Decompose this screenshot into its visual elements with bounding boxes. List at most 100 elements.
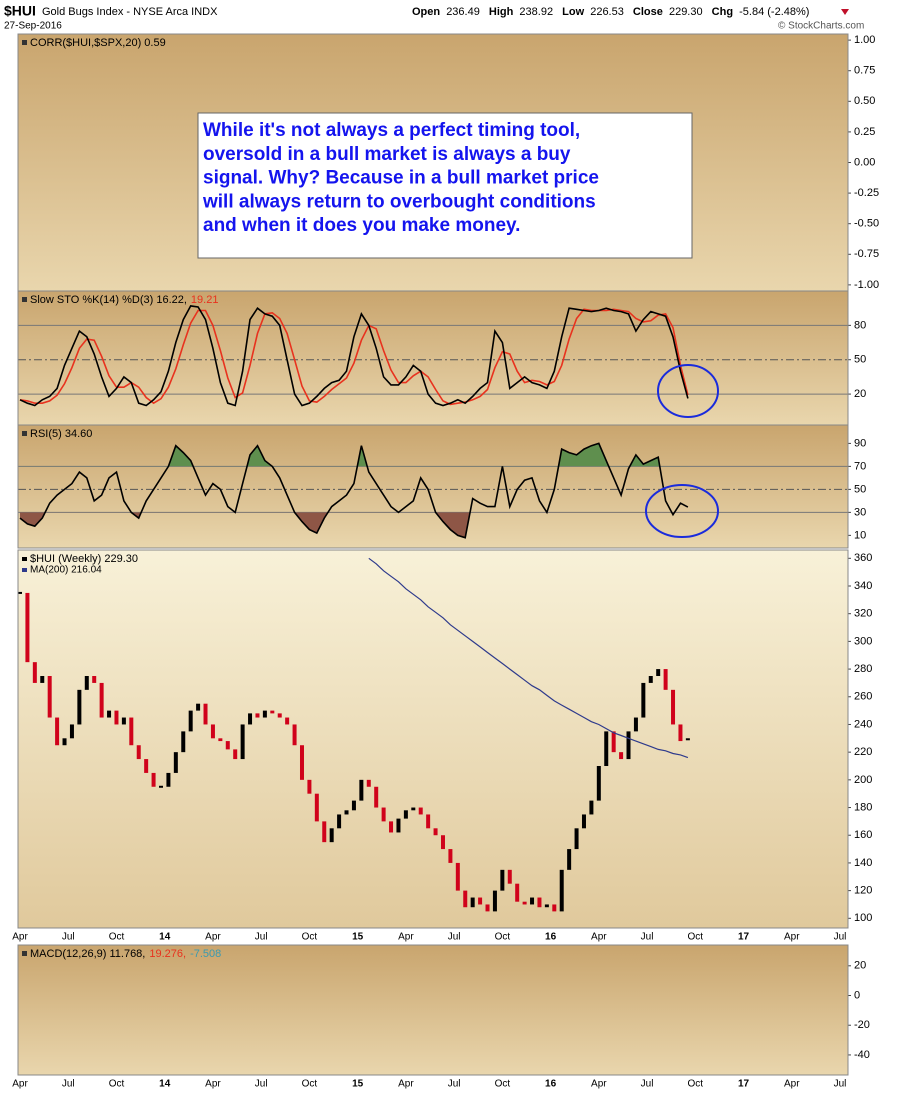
price-bar xyxy=(389,821,394,833)
legend-text: CORR($HUI,$SPX,20) 0.59 xyxy=(30,37,166,49)
x-tick-label: 17 xyxy=(738,932,750,943)
legend-marker xyxy=(22,40,27,45)
price-bar xyxy=(448,849,453,863)
annotation-line: signal. Why? Because in a bull market pr… xyxy=(203,168,599,189)
y-tick-label: 10 xyxy=(854,529,866,541)
quote-label: Low xyxy=(562,6,584,18)
legend-marker xyxy=(22,297,27,302)
price-bar xyxy=(366,779,371,787)
y-tick-label: 0 xyxy=(854,989,860,1001)
price-bar xyxy=(500,869,505,891)
price-bar xyxy=(225,741,230,750)
moving-average xyxy=(368,557,689,759)
x-tick-label: Apr xyxy=(398,932,414,943)
quote-value: 238.92 xyxy=(519,6,553,18)
price-bar xyxy=(92,676,97,683)
down-arrow xyxy=(841,9,849,15)
y-tick-label: 320 xyxy=(854,608,872,620)
panel-background xyxy=(18,425,848,548)
price-bar xyxy=(418,807,423,815)
x-tick-label: Apr xyxy=(784,932,800,943)
price-bar xyxy=(455,862,460,891)
y-tick-label: 70 xyxy=(854,460,866,472)
price-bar xyxy=(62,738,67,746)
price-bar xyxy=(381,807,386,822)
panel-background xyxy=(18,291,848,425)
price-bar xyxy=(84,676,89,690)
price-bar xyxy=(188,710,193,732)
price-bar xyxy=(233,749,238,760)
x-tick-label: Apr xyxy=(12,932,28,943)
price-bar xyxy=(604,731,609,766)
date: 27-Sep-2016 xyxy=(4,21,62,32)
x-tick-label: Apr xyxy=(205,1079,221,1090)
price-bar xyxy=(396,818,401,833)
x-tick-label: Jul xyxy=(255,1079,268,1090)
panel-border xyxy=(17,424,849,549)
y-tick-label: 300 xyxy=(854,635,872,647)
price-bar xyxy=(648,676,653,683)
legend-text: RSI(5) 34.60 xyxy=(30,428,92,440)
legend-text: 19.21 xyxy=(191,294,219,306)
annotation-box xyxy=(197,112,693,259)
price-bar xyxy=(270,710,275,714)
legend-marker xyxy=(22,568,27,572)
price-bar xyxy=(567,849,572,870)
price-bar xyxy=(574,828,579,850)
x-tick-label: 16 xyxy=(545,1079,557,1090)
quote-label: Chg xyxy=(712,6,733,18)
price-bar xyxy=(619,752,624,760)
price-bar xyxy=(181,731,186,753)
annotation-line: oversold in a bull market is always a bu… xyxy=(203,144,571,165)
y-tick-label: -20 xyxy=(854,1019,870,1031)
y-tick-label: 180 xyxy=(854,801,872,813)
x-tick-label: Apr xyxy=(591,1079,607,1090)
price-bar xyxy=(107,710,112,718)
y-tick-label: 360 xyxy=(854,552,872,564)
y-tick-label: 0.00 xyxy=(854,156,875,168)
y-tick-label: -0.75 xyxy=(854,248,879,260)
price-bar xyxy=(656,669,661,676)
price-bar xyxy=(426,814,431,829)
legend: CORR($HUI,$SPX,20) 0.59 xyxy=(30,37,166,49)
x-tick-label: Oct xyxy=(495,1079,511,1090)
price-bar xyxy=(307,779,312,794)
x-tick-label: Apr xyxy=(784,1079,800,1090)
panel-border xyxy=(17,549,849,929)
price-bar xyxy=(25,592,30,663)
annotation-line: While it's not always a perfect timing t… xyxy=(203,120,580,141)
y-tick-label: 80 xyxy=(854,319,866,331)
price-bar xyxy=(248,713,253,725)
y-tick-label: 20 xyxy=(854,960,866,972)
price-bar xyxy=(292,724,297,746)
x-tick-label: Jul xyxy=(62,932,75,943)
price-bar xyxy=(463,890,468,908)
legend: RSI(5) 34.60 xyxy=(30,428,92,440)
x-tick-label: Oct xyxy=(688,1079,704,1090)
price-bar xyxy=(136,745,141,760)
y-tick-label: 280 xyxy=(854,663,872,675)
legend-marker xyxy=(22,557,27,561)
x-tick-label: Oct xyxy=(688,932,704,943)
x-tick-label: 16 xyxy=(545,932,557,943)
series-line xyxy=(19,305,689,407)
annotation-line: and when it does you make money. xyxy=(203,215,520,236)
price-bar xyxy=(641,682,646,718)
legend: MACD(12,26,9) 11.768, 19.276, -7.508 xyxy=(30,948,221,960)
x-tick-label: Jul xyxy=(448,1079,461,1090)
price-bar xyxy=(626,731,631,760)
y-tick-label: 0.25 xyxy=(854,126,875,138)
price-bar xyxy=(285,717,290,725)
price-bar xyxy=(166,772,171,787)
x-tick-label: Apr xyxy=(398,1079,414,1090)
price-bar xyxy=(218,738,223,742)
quote: Open 236.49 High 238.92 Low 226.53 Close… xyxy=(412,6,809,18)
price-bar xyxy=(69,724,74,739)
price-bar xyxy=(47,676,52,718)
price-bar xyxy=(55,717,60,746)
price-bar xyxy=(544,904,549,908)
legend-text: -7.508 xyxy=(190,948,221,960)
panel-background xyxy=(18,550,848,928)
price-bar xyxy=(478,897,483,905)
